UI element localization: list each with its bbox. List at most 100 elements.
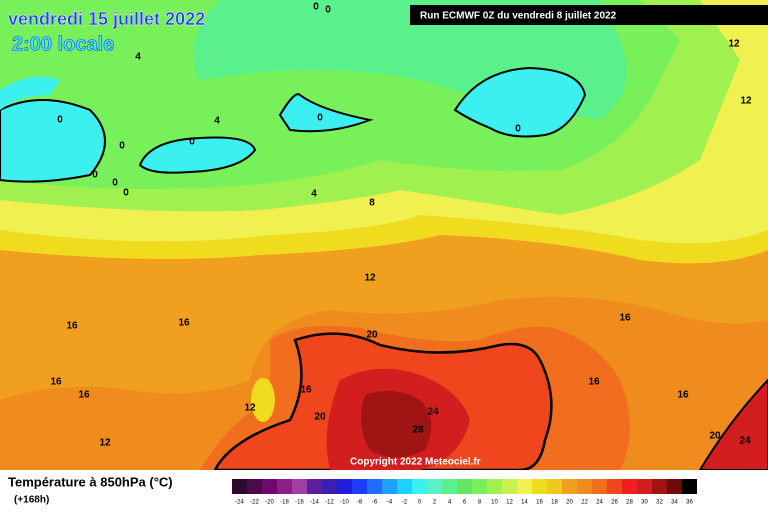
- scale-label: 0: [418, 500, 422, 506]
- scale-swatch: [622, 479, 637, 494]
- scale-label: -8: [357, 500, 363, 506]
- scale-swatch: [502, 479, 517, 494]
- contour-label: 0: [92, 170, 98, 181]
- scale-swatch: [412, 479, 427, 494]
- scale-swatch: [607, 479, 622, 494]
- copyright: Copyright 2022 Meteociel.fr: [350, 457, 481, 468]
- scale-swatch: [352, 479, 367, 494]
- scale-swatch: [682, 479, 697, 494]
- contour-label: 16: [588, 377, 600, 388]
- scale-swatch: [577, 479, 592, 494]
- scale-label: -10: [340, 500, 349, 506]
- scale-swatch: [307, 479, 322, 494]
- contour-label: 16: [50, 377, 62, 388]
- scale-label: 14: [521, 500, 528, 506]
- scale-label: 34: [671, 500, 678, 506]
- contour-label: 0: [189, 137, 195, 148]
- scale-label: 10: [491, 500, 498, 506]
- scale-label: 2: [433, 500, 437, 506]
- scale-swatch: [637, 479, 652, 494]
- contour-label: 12: [740, 96, 752, 107]
- run-info: Run ECMWF 0Z du vendredi 8 juillet 2022: [420, 11, 617, 22]
- scale-swatch: [472, 479, 487, 494]
- contour-label: 16: [619, 313, 631, 324]
- scale-swatch: [367, 479, 382, 494]
- hot-zone: [361, 391, 432, 458]
- contour-label: 0: [112, 178, 118, 189]
- contour-label: 12: [99, 438, 111, 449]
- scale-label: 36: [686, 500, 693, 506]
- contour-label: 12: [728, 39, 740, 50]
- date: vendredi 15 juillet 2022: [8, 9, 205, 29]
- contour-label: 4: [214, 116, 220, 127]
- scale-label: 32: [656, 500, 663, 506]
- scale-label: 18: [551, 500, 558, 506]
- contour-label: 0: [313, 2, 319, 13]
- scale-swatch: [517, 479, 532, 494]
- cold-zone: [278, 93, 374, 133]
- scale-label: 24: [596, 500, 603, 506]
- scale-label: 8: [478, 500, 482, 506]
- scale-swatch: [427, 479, 442, 494]
- scale-label: 28: [626, 500, 633, 506]
- time: 2:00 locale: [12, 33, 114, 55]
- scale-swatch: [652, 479, 667, 494]
- contour-label: 4: [311, 189, 317, 200]
- scale-label: 6: [463, 500, 467, 506]
- contour-label: 16: [78, 390, 90, 401]
- scale-swatch: [292, 479, 307, 494]
- contour-label: 4: [135, 52, 141, 63]
- contour-label: 12: [244, 403, 256, 414]
- scale-label: 4: [448, 500, 452, 506]
- scale-label: -22: [250, 500, 259, 506]
- scale-label: -6: [372, 500, 378, 506]
- contour-label: 0: [119, 141, 125, 152]
- scale-label: -24: [235, 500, 244, 506]
- legend-title: Température à 850hPa (°C): [8, 474, 173, 489]
- scale-label: 22: [581, 500, 588, 506]
- scale-label: -2: [402, 500, 408, 506]
- scale-swatch: [382, 479, 397, 494]
- island: [251, 378, 275, 422]
- run-box: [410, 5, 768, 25]
- contour-label: 16: [178, 318, 190, 329]
- contour-label: 20: [314, 412, 326, 423]
- contour-label: 16: [66, 321, 78, 332]
- scale-label: -12: [325, 500, 334, 506]
- contour-label: 24: [427, 407, 439, 418]
- scale-swatch: [262, 479, 277, 494]
- scale-label: 16: [536, 500, 543, 506]
- color-scale: -24 -22 -20 -18 -16 -14 -12 -10 -8 -6 -4 -2 0 2 4 6 8 10 1…: [232, 479, 697, 506]
- contour-label: 8: [369, 198, 375, 209]
- scale-label: 26: [611, 500, 618, 506]
- cold-zone: [453, 66, 587, 138]
- scale-swatch: [322, 479, 337, 494]
- contour-label: 0: [317, 113, 323, 124]
- scale-swatch: [232, 479, 247, 494]
- contour-label: 0: [515, 124, 521, 135]
- contour-label: 24: [739, 436, 751, 447]
- contour-label: 28: [412, 425, 424, 436]
- scale-swatch: [247, 479, 262, 494]
- scale-swatch: [487, 479, 502, 494]
- scale-swatch: [667, 479, 682, 494]
- contour-label: 16: [677, 390, 689, 401]
- scale-swatch: [532, 479, 547, 494]
- scale-swatch: [277, 479, 292, 494]
- scale-swatch: [337, 479, 352, 494]
- contour-label: 0: [325, 5, 331, 16]
- scale-label: 20: [566, 500, 573, 506]
- contour-label: 0: [123, 188, 129, 199]
- legend-subtitle: (+168h): [14, 495, 49, 506]
- contour-label: 12: [364, 273, 376, 284]
- scale-swatch: [457, 479, 472, 494]
- contour-label: 16: [300, 385, 312, 396]
- scale-swatch: [592, 479, 607, 494]
- scale-label: -4: [387, 500, 393, 506]
- scale-swatch: [547, 479, 562, 494]
- scale-swatch: [562, 479, 577, 494]
- scale-label: 12: [506, 500, 513, 506]
